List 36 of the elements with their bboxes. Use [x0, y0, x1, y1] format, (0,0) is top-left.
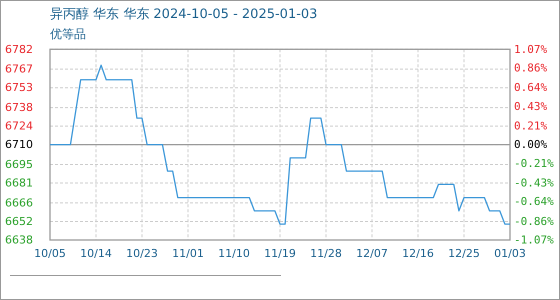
- y2-tick-label: 0.21%: [514, 119, 548, 132]
- x-tick-label: 11/28: [310, 247, 342, 260]
- x-tick-label: 11/01: [172, 247, 204, 260]
- y-tick-label: 6782: [5, 42, 33, 56]
- y2-tick-label: -0.21%: [514, 156, 554, 170]
- x-tick-label: 12/16: [402, 247, 434, 260]
- x-tick-label: 11/10: [218, 247, 250, 260]
- y-tick-label: 6710: [5, 138, 33, 152]
- y2-tick-label: -0.43%: [514, 176, 554, 190]
- y-tick-label: 6638: [5, 234, 33, 246]
- y-tick-label: 6681: [5, 176, 33, 190]
- y-tick-label: 6738: [5, 101, 33, 114]
- x-tick-label: 12/25: [448, 247, 480, 260]
- x-tick-label: 01/03: [494, 247, 526, 260]
- x-tick-label: 11/19: [264, 247, 296, 260]
- y-tick-label: 6666: [5, 196, 33, 210]
- y-tick-label: 6767: [5, 62, 33, 76]
- line-series: [49, 64, 511, 225]
- y-tick-label: 6652: [5, 214, 33, 228]
- y2-tick-label: 0.64%: [514, 81, 548, 94]
- x-tick-label: 10/05: [34, 247, 66, 260]
- chart-subtitle: 优等品: [50, 27, 86, 41]
- y2-tick-label: 0.00%: [514, 138, 548, 152]
- y2-tick-label: -1.07%: [514, 234, 554, 246]
- y-tick-label: 6724: [5, 120, 33, 133]
- x-tick-label: 12/07: [356, 247, 388, 260]
- y2-tick-label: 0.86%: [514, 62, 548, 75]
- y2-tick-label: -0.86%: [514, 214, 554, 228]
- y-tick-label: 6695: [5, 158, 33, 172]
- chart-title: 异丙醇 华东 华东 2024-10-05 - 2025-01-03: [50, 7, 318, 22]
- x-tick-label: 10/14: [80, 247, 112, 260]
- y2-tick-label: -0.64%: [514, 195, 554, 208]
- y2-tick-label: 1.07%: [514, 42, 548, 56]
- y2-tick-label: 0.43%: [514, 100, 548, 113]
- x-tick-label: 10/23: [126, 247, 158, 260]
- y-tick-label: 6753: [5, 81, 33, 94]
